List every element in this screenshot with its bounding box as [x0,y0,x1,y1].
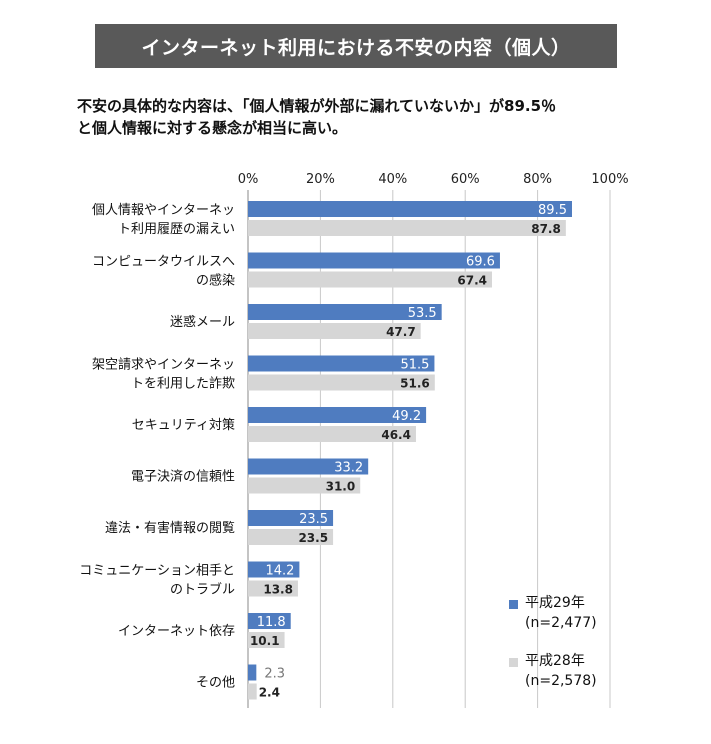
chart-subtitle: 不安の具体的な内容は、「個人情報が外部に漏れていないか」が89.5％ と個人情報… [77,95,677,139]
data-label-series-2: 23.5 [298,531,328,545]
data-label-series-1: 2.3 [264,667,285,682]
data-label-series-2: 47.7 [386,325,416,339]
data-label-series-1: 69.6 [466,255,495,270]
bar-series-2 [248,426,416,442]
data-label-series-2: 13.8 [263,583,293,597]
legend-label-series-2-line-1: 平成28年 [525,653,585,669]
legend-label-series-2-line-2: (n=2,578) [525,673,597,689]
data-label-series-1: 89.5 [538,203,567,218]
data-label-series-2: 2.4 [259,686,280,700]
chart-title: インターネット利用における不安の内容（個人） [141,36,571,59]
data-label-series-1: 14.2 [265,564,294,579]
subtitle-line-1: 不安の具体的な内容は、「個人情報が外部に漏れていないか」が89.5％ [77,97,557,115]
data-label-series-2: 31.0 [326,480,356,494]
category-label: 違法・有害情報の閲覧 [105,520,235,536]
category-label: コンピュータウイルスへの感染 [92,255,235,289]
legend-swatch-series-2 [509,658,518,667]
category-label: 個人情報やインターネット利用履歴の漏えい [92,203,235,237]
bar-series-1 [248,664,257,681]
bar-series-1 [248,304,442,320]
bar-series-2 [248,323,421,339]
bar-series-2 [248,477,361,494]
data-label-series-1: 49.2 [392,409,421,424]
bar-series-2 [248,580,298,597]
category-label: 電子決済の信頼性 [131,469,235,485]
bar-series-2 [248,683,257,700]
bar-series-1 [248,355,435,372]
category-label: 迷惑メール [170,314,235,330]
x-tick-label: 0% [238,172,259,187]
data-label-series-1: 23.5 [299,512,328,527]
legend-swatch-series-1 [509,600,518,609]
x-tick-label: 60% [451,172,480,187]
x-tick-label: 80% [523,172,552,187]
category-label: インターネット依存 [118,624,235,639]
x-tick-label: 40% [378,172,407,187]
bar-series-1 [248,613,291,629]
subtitle-line-2: と個人情報に対する懸念が相当に高い。 [77,119,348,137]
data-label-series-1: 53.5 [408,306,437,321]
legend-label-series-1-line-2: (n=2,477) [525,615,597,631]
data-label-series-1: 11.8 [257,615,286,630]
category-label: コミュニケーション相手とのトラブル [79,564,235,598]
data-label-series-2: 46.4 [381,428,411,442]
bar-series-2 [248,374,435,391]
bar-series-1 [248,510,334,526]
data-label-series-1: 51.5 [400,358,429,373]
category-label: 架空請求やインターネットを利用した詐欺 [92,358,235,392]
bar-series-2 [248,529,334,545]
bar-series-1 [248,407,427,423]
bar-series-2 [248,271,492,288]
category-label: セキュリティ対策 [132,417,235,433]
data-label-series-1: 33.2 [334,461,363,476]
bar-series-1 [248,561,300,578]
data-label-series-2: 51.6 [400,377,430,391]
data-label-series-2: 10.1 [250,634,280,648]
legend-label-series-1-line-1: 平成29年 [525,595,585,611]
x-tick-label: 100% [591,172,628,187]
bar-series-1 [248,458,369,475]
data-label-series-2: 67.4 [457,274,487,288]
data-label-series-2: 87.8 [531,222,561,236]
category-label: その他 [196,676,235,691]
bar-series-2 [248,632,285,648]
chart-title-banner: インターネット利用における不安の内容（個人） [95,24,617,68]
x-tick-label: 20% [306,172,335,187]
bar-series-2 [248,220,566,236]
bar-series-1 [248,201,572,217]
bar-series-1 [248,252,500,269]
